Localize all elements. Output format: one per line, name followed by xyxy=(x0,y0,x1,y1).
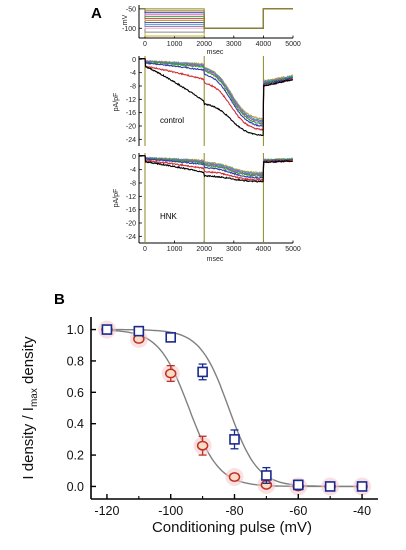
hnk-x-tick-label: 1000 xyxy=(167,246,183,253)
control-trace xyxy=(139,58,293,122)
protocol-panel: mV -50 -100 0 1000 2000 3000 4000 5000 msec xyxy=(122,5,301,56)
hnk-trace xyxy=(139,155,294,183)
panel-b-y-ticks: 0.0 0.2 0.4 0.6 0.8 1.0 xyxy=(67,323,96,494)
panel-a-letter: A xyxy=(91,5,102,22)
panel-b-x-ticks: -120 -100 -80 -60 -40 xyxy=(94,494,371,518)
hnk-x-tick-label: 4000 xyxy=(256,246,272,253)
hnk-y-tick-label: -12 xyxy=(126,194,136,201)
control-trace xyxy=(139,58,294,137)
circle-point xyxy=(196,440,209,451)
control-y-tick-label: -4 xyxy=(130,70,136,77)
panel-b-x-tick-label: -120 xyxy=(94,504,119,518)
hnk-y-tick-label: -8 xyxy=(130,181,136,188)
hnk-traces xyxy=(139,153,294,243)
square-point xyxy=(292,479,304,491)
fit-curves xyxy=(106,328,363,488)
control-y-tick-label: -24 xyxy=(126,137,136,144)
protocol-trace xyxy=(140,8,293,29)
control-y-label: pA/pF xyxy=(113,93,120,112)
panel-b-y-tick-label: 0.4 xyxy=(67,417,84,431)
control-y-ticks: 0 -4 -8 -12 -16 -20 -24 xyxy=(126,57,142,144)
protocol-y-label: mV xyxy=(122,14,129,25)
control-trace xyxy=(139,58,293,124)
control-y-tick-label: 0 xyxy=(132,57,136,64)
control-current-panel: pA/pF 0 -4 -8 -12 -16 -20 -24 control xyxy=(113,56,294,146)
panel-b-y-tick-label: 0.8 xyxy=(67,354,84,368)
protocol-traces xyxy=(140,8,293,37)
control-y-tick-label: -8 xyxy=(130,84,136,91)
panel-b-x-label: Conditioning pulse (mV) xyxy=(152,519,312,536)
control-y-tick-label: -20 xyxy=(126,124,136,131)
hnk-y-tick-label: 0 xyxy=(132,154,136,161)
hnk-current-panel: pA/pF 0 -4 -8 -12 -16 -20 -24 0 1000 2000 3000 400… xyxy=(113,153,301,263)
hnk-trace xyxy=(139,155,294,180)
hnk-x-ticks: 0 1000 2000 3000 4000 5000 xyxy=(143,240,301,253)
panel-b-x-tick-label: -80 xyxy=(225,504,243,518)
hnk-trace xyxy=(139,155,294,178)
hnk-y-tick-label: -20 xyxy=(126,221,136,228)
control-y-tick-label: -16 xyxy=(126,110,136,117)
hnk-y-tick-label: -24 xyxy=(126,234,136,241)
protocol-trace xyxy=(140,8,293,29)
protocol-x-tick-label: 0 xyxy=(143,41,147,48)
panel-b-x-tick-label: -60 xyxy=(289,504,307,518)
protocol-x-tick-label: 4000 xyxy=(256,41,272,48)
control-trace xyxy=(139,58,293,127)
panel-b-x-tick-label: -40 xyxy=(353,504,371,518)
panel-b-y-tick-label: 0.2 xyxy=(67,449,84,463)
panel-b-y-tick-label: 0.6 xyxy=(67,386,84,400)
protocol-x-ticks: 0 1000 2000 3000 4000 5000 xyxy=(143,35,301,48)
hnk-x-tick-label: 5000 xyxy=(285,246,301,253)
hnk-y-tick-label: -4 xyxy=(130,167,136,174)
square-point xyxy=(229,434,240,445)
square-point xyxy=(101,324,113,335)
boltzmann-fit-square xyxy=(106,328,363,488)
square-point xyxy=(133,325,145,337)
control-traces xyxy=(139,56,294,146)
hnk-x-tick-label: 0 xyxy=(143,246,147,253)
control-trace xyxy=(139,58,294,127)
hnk-y-label: pA/pF xyxy=(113,189,120,208)
protocol-y-tick-label: -50 xyxy=(126,6,136,13)
steady-state-inactivation-panel: 0.0 0.2 0.4 0.6 0.8 1.0 -120 -100 -80 -60 -40 Con… xyxy=(20,317,378,536)
square-point xyxy=(197,366,208,378)
protocol-x-tick-label: 5000 xyxy=(285,41,301,48)
panel-b-x-tick-label: -100 xyxy=(158,504,183,518)
circle-point xyxy=(164,368,177,379)
panel-b-y-tick-label: 0.0 xyxy=(67,480,84,494)
hnk-x-label: msec xyxy=(207,256,224,263)
square-point xyxy=(165,332,177,343)
protocol-x-tick-label: 3000 xyxy=(226,41,242,48)
hnk-y-tick-label: -16 xyxy=(126,207,136,214)
hnk-x-tick-label: 3000 xyxy=(226,246,242,253)
square-point xyxy=(356,481,368,492)
panel-b-y-label: I density / Imax density xyxy=(20,336,40,480)
hnk-y-ticks: 0 -4 -8 -12 -16 -20 -24 xyxy=(126,154,142,241)
protocol-x-tick-label: 2000 xyxy=(196,41,212,48)
panel-b-y-label-tail: density xyxy=(20,336,37,388)
square-point xyxy=(261,470,272,481)
panel-b-letter: B xyxy=(54,291,65,308)
panel-b-y-label-main: I density / I xyxy=(20,407,37,480)
control-y-tick-label: -12 xyxy=(126,97,136,104)
circle-point xyxy=(228,472,241,482)
hnk-x-tick-label: 2000 xyxy=(196,246,212,253)
protocol-x-label: msec xyxy=(207,49,224,56)
hnk-annotation: HNK xyxy=(160,212,178,221)
boltzmann-fit-circle xyxy=(106,329,363,488)
data-points xyxy=(97,320,372,496)
control-annotation: control xyxy=(160,116,184,125)
protocol-y-tick-label: -100 xyxy=(122,26,136,33)
panel-b-y-label-sub: max xyxy=(29,388,40,407)
protocol-x-tick-label: 1000 xyxy=(167,41,183,48)
panel-b-y-tick-label: 1.0 xyxy=(67,323,84,337)
square-point xyxy=(324,481,336,492)
